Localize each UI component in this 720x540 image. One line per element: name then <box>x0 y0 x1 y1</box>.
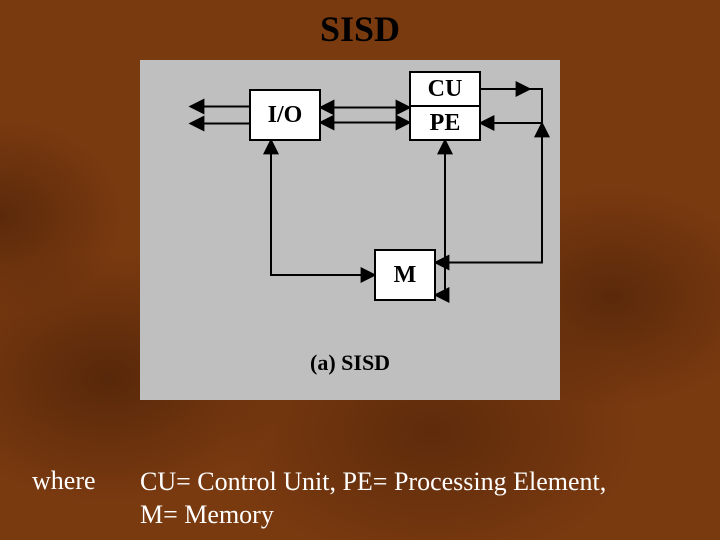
page-title: SISD <box>0 8 720 50</box>
edge-right-m <box>435 123 542 263</box>
slide: SISD I/O CU PE M (a) SISD where CU= Control … <box>0 0 720 540</box>
sisd-diagram: I/O CU PE M (a) SISD <box>140 60 560 400</box>
legend-where: where <box>32 466 96 496</box>
legend-definitions: CU= Control Unit, PE= Processing Element… <box>140 466 606 531</box>
svg-text:CU: CU <box>428 76 463 102</box>
edge-pe-m-low <box>435 140 445 295</box>
legend-line2: M= Memory <box>140 500 274 529</box>
node-io: I/O <box>250 90 320 140</box>
diagram-caption: (a) SISD <box>310 350 390 375</box>
edge-io-m <box>271 140 375 275</box>
svg-text:I/O: I/O <box>268 102 303 128</box>
edge-loop-back <box>480 89 542 123</box>
node-pe: PE <box>410 106 480 140</box>
node-m: M <box>375 250 435 300</box>
node-cu: CU <box>410 72 480 106</box>
svg-text:M: M <box>394 262 417 288</box>
svg-text:PE: PE <box>430 110 461 136</box>
legend-line1: CU= Control Unit, PE= Processing Element… <box>140 467 606 496</box>
